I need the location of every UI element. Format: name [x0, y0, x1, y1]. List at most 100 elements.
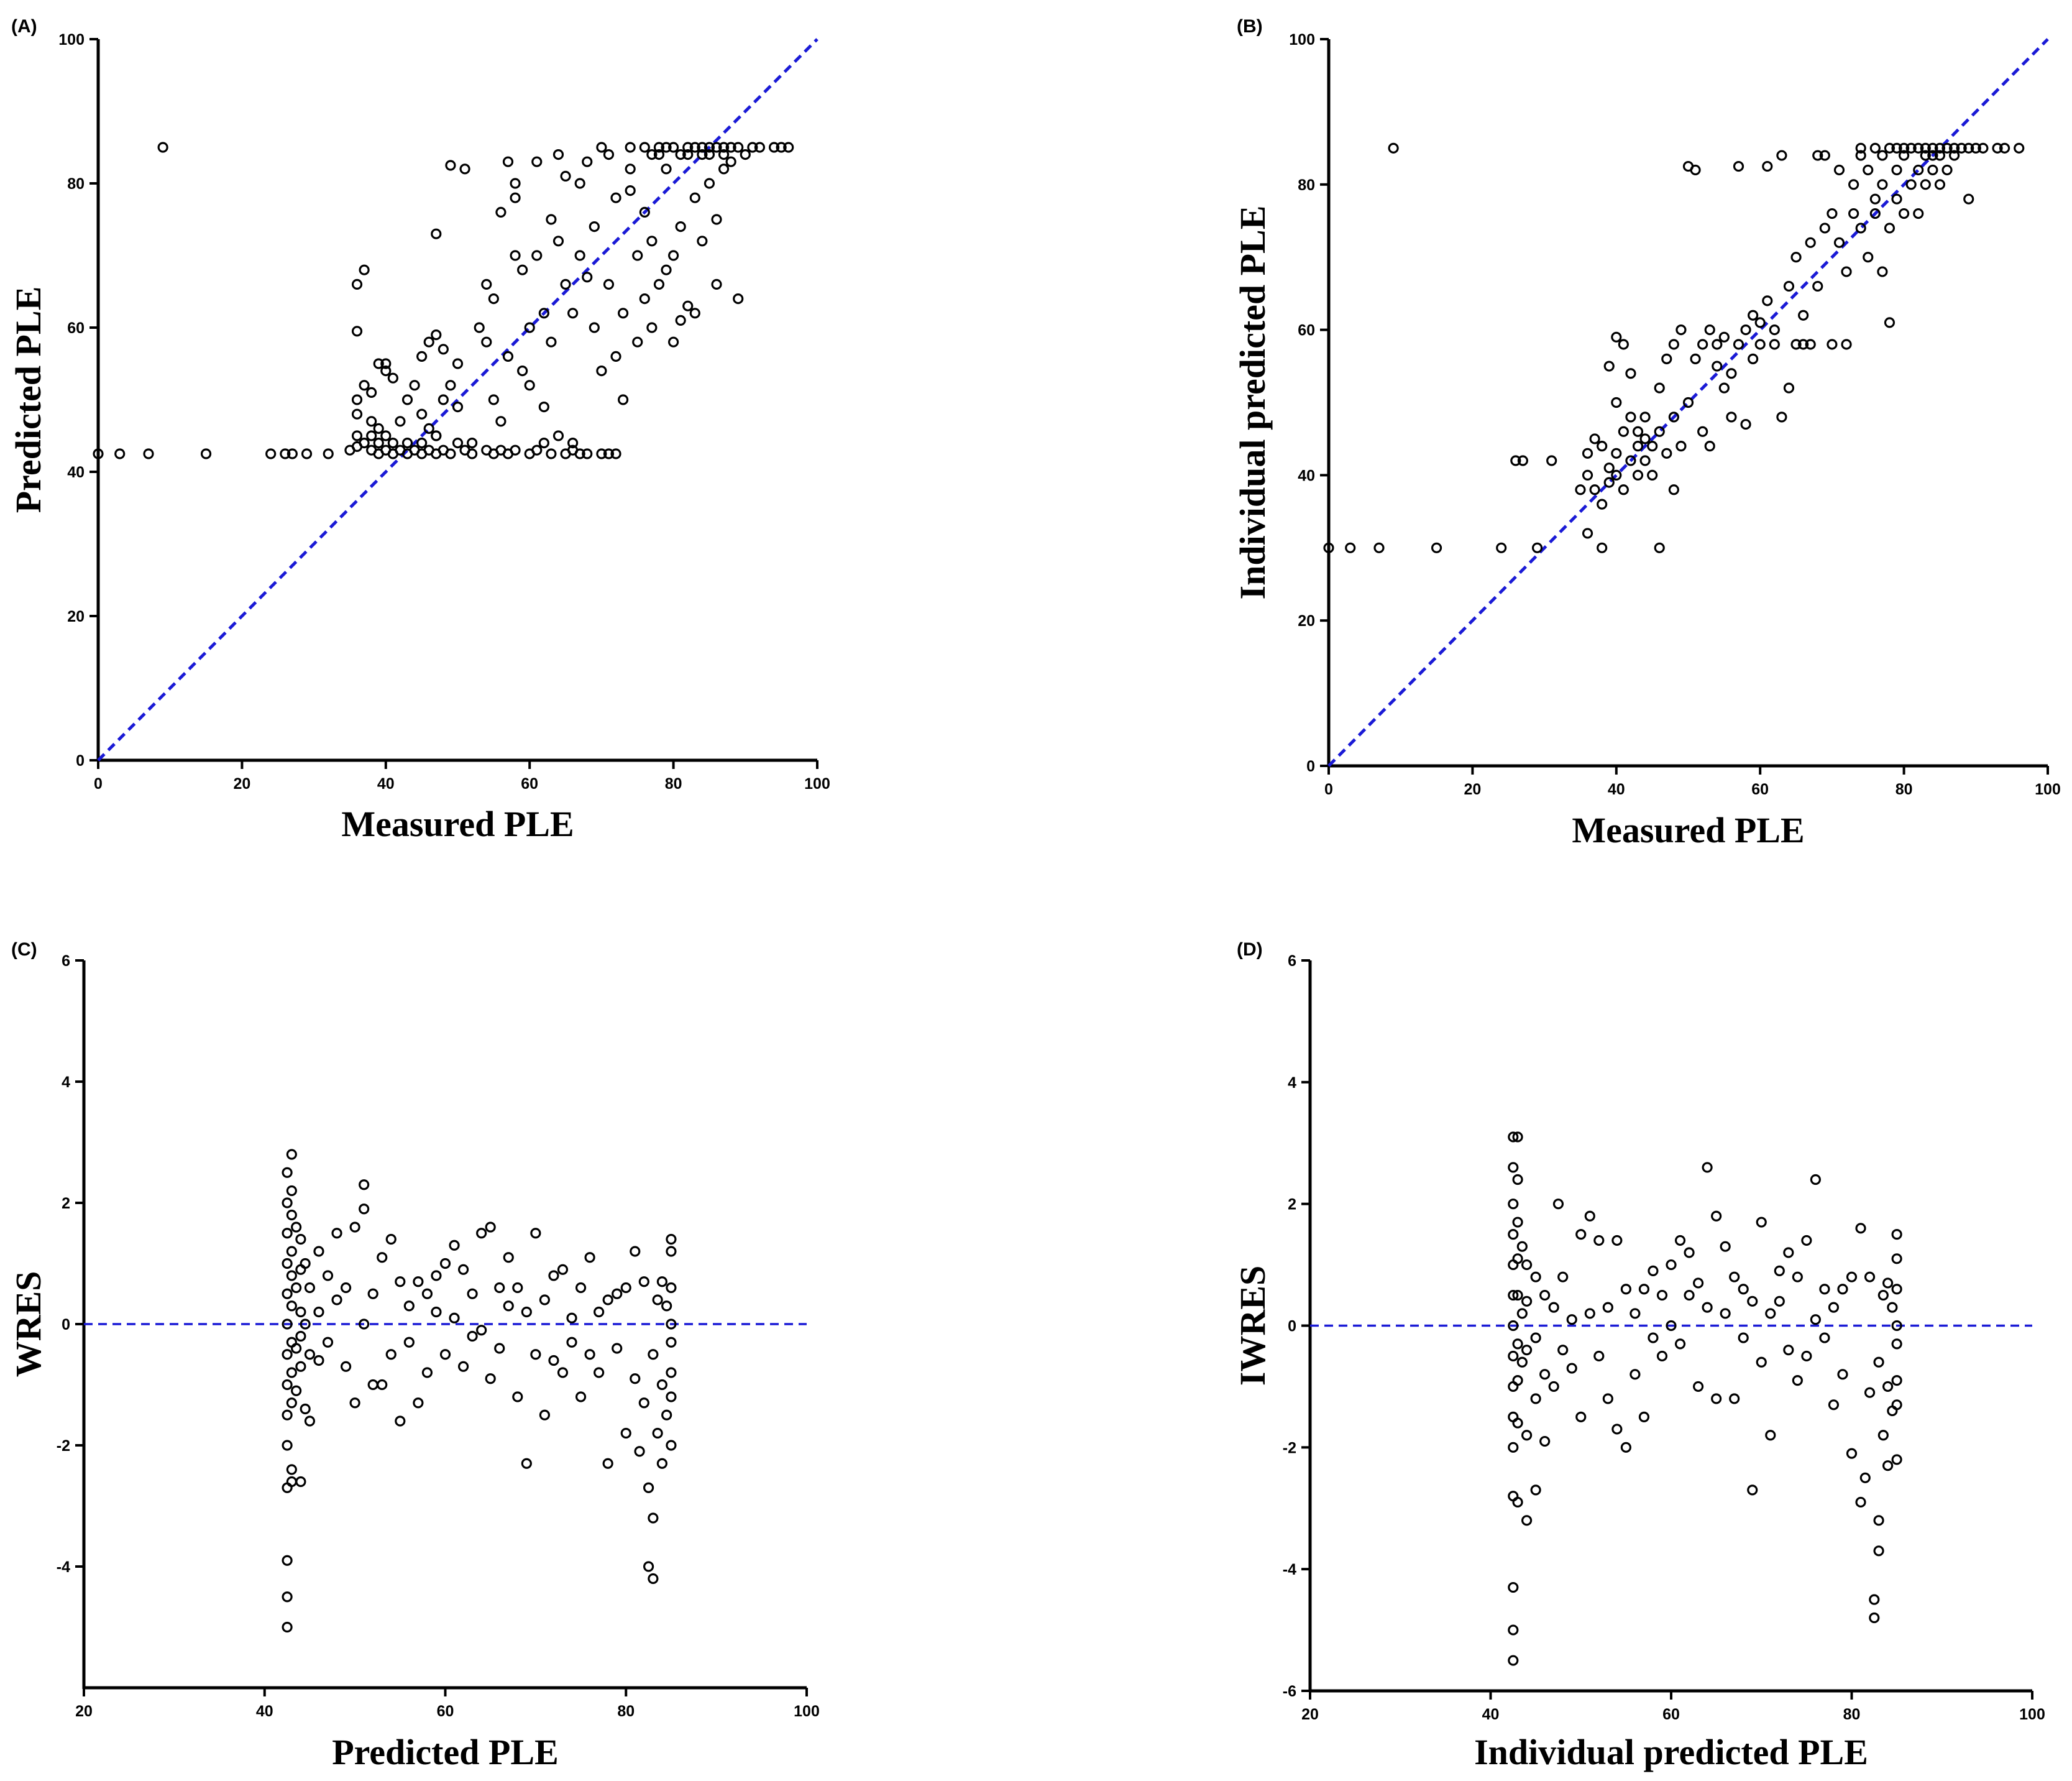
scatter-point [452, 401, 464, 413]
scatter-point [485, 1222, 496, 1233]
scatter-point [682, 300, 694, 311]
scatter-point [280, 448, 291, 459]
scatter-point [1819, 1332, 1830, 1343]
scatter-point [1512, 1289, 1523, 1301]
scatter-point [1632, 441, 1644, 452]
scatter-point [1575, 484, 1586, 495]
scatter-point [457, 1361, 469, 1372]
scatter-point [413, 1276, 424, 1287]
scatter-point [1656, 1350, 1668, 1362]
scatter-point [1702, 1302, 1713, 1313]
scatter-point [366, 416, 377, 427]
scatter-point [1582, 448, 1593, 459]
scatter-point [1575, 1411, 1587, 1422]
scatter-point [1597, 499, 1608, 510]
scatter-point [494, 1282, 505, 1294]
y-tick-label: -2 [1283, 1439, 1296, 1457]
scatter-point [291, 1222, 302, 1233]
scatter-point [1899, 208, 1910, 219]
scatter-point [538, 308, 549, 319]
scatter-point [1833, 164, 1845, 176]
scatter-point [517, 264, 528, 275]
scatter-point [1682, 397, 1694, 408]
scatter-point [1920, 142, 1931, 154]
scatter-point [1747, 1484, 1758, 1496]
scatter-point [524, 380, 535, 391]
scatter-point [596, 365, 607, 377]
scatter-point [1388, 142, 1399, 154]
scatter-point [488, 293, 499, 305]
scatter-point [291, 1385, 302, 1396]
scatter-point [661, 1409, 672, 1420]
scatter-point [646, 236, 658, 247]
scatter-point [349, 1397, 360, 1409]
scatter-point [351, 326, 363, 337]
scatter-point [1805, 339, 1816, 350]
scatter-point [1805, 237, 1816, 248]
scatter-point [1630, 1369, 1641, 1380]
x-tick-label: 60 [521, 775, 538, 793]
scatter-point [1712, 339, 1723, 350]
scatter-point [1790, 252, 1802, 263]
scatter-point [304, 1415, 316, 1427]
scatter-point [286, 1367, 297, 1378]
panel-label: (C) [11, 939, 37, 960]
scatter-point [675, 221, 686, 232]
panel-d: (D) 20 40 60 80 100 -6 -4 -2 0 2 4 6 Individual predi… [1232, 939, 2045, 1772]
scatter-point [638, 1397, 649, 1409]
scatter-point [620, 1427, 631, 1439]
scatter-point [1913, 142, 1924, 154]
y-tick-label: 0 [1306, 758, 1315, 775]
x-axis-title: Measured PLE [341, 804, 574, 844]
scatter-point [1611, 1424, 1623, 1435]
scatter-point [697, 149, 708, 160]
scatter-point [594, 1306, 605, 1318]
scatter-point [1548, 1302, 1559, 1313]
scatter-point [567, 308, 579, 319]
scatter-point [1841, 339, 1852, 350]
panel-label: (A) [11, 16, 37, 37]
scatter-point [1625, 455, 1636, 466]
scatter-point [1855, 150, 1866, 161]
scatter-point [313, 1246, 324, 1257]
scatter-point [385, 1349, 397, 1360]
scatter-point [1863, 164, 1874, 176]
panel-c: (C) 20 40 60 80 100 -4 -2 0 2 4 6 Predicted PLE WRES [8, 939, 820, 1772]
y-tick-label: 4 [62, 1074, 70, 1091]
y-tick-label: 0 [76, 752, 85, 770]
scatter-point [1510, 455, 1521, 466]
scatter-point [1891, 142, 1902, 154]
scatter-point [1819, 1284, 1830, 1295]
x-tick-label: 60 [1751, 781, 1769, 798]
scatter-point [286, 1337, 297, 1348]
scatter-point [1548, 1381, 1559, 1392]
scatter-point [295, 1306, 306, 1318]
scatter-point [1582, 469, 1593, 481]
scatter-point [1512, 1417, 1523, 1429]
scatter-point [1632, 426, 1644, 437]
scatter-point [1891, 1229, 1902, 1240]
scatter-point [416, 437, 428, 449]
scatter-point [1512, 1217, 1523, 1228]
scatter-point [639, 142, 650, 153]
scatter-point [295, 1264, 306, 1275]
scatter-point [304, 1349, 316, 1360]
scatter-point [539, 1294, 551, 1305]
scatter-point [596, 448, 607, 459]
scatter-point [1812, 280, 1823, 292]
scatter-point [395, 416, 406, 427]
scatter-point [1869, 1612, 1880, 1624]
scatter-point [1718, 382, 1730, 393]
scatter-point [521, 1306, 532, 1318]
scatter-point [351, 278, 363, 290]
scatter-point [1934, 142, 1946, 154]
scatter-point [1557, 1271, 1569, 1282]
scatter-point [395, 1276, 406, 1287]
scatter-point [661, 142, 672, 153]
scatter-point [1666, 1320, 1677, 1332]
scatter-point [1661, 353, 1672, 364]
scatter-point [1882, 1460, 1894, 1471]
scatter-point [367, 1379, 378, 1391]
scatter-point [675, 315, 686, 326]
